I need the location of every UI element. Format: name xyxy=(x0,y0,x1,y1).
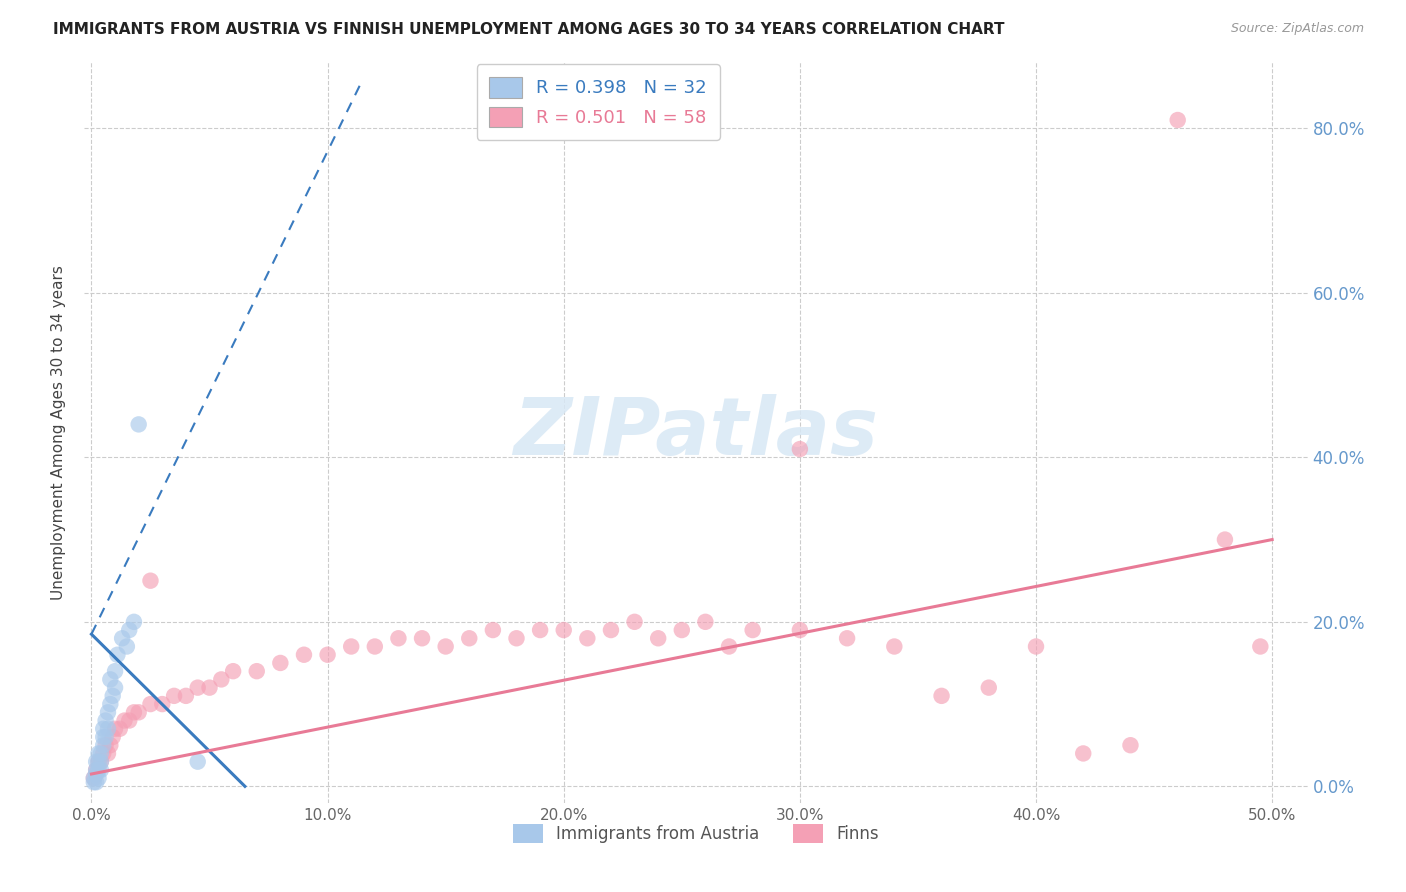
Point xyxy=(90,763,112,777)
Point xyxy=(458,632,481,646)
Point xyxy=(87,755,110,769)
Point xyxy=(174,689,197,703)
Point xyxy=(789,442,811,456)
Point xyxy=(84,763,107,777)
Point xyxy=(83,775,105,789)
Y-axis label: Unemployment Among Ages 30 to 34 years: Unemployment Among Ages 30 to 34 years xyxy=(51,265,66,600)
Point xyxy=(718,640,741,654)
Point xyxy=(97,706,120,720)
Point xyxy=(94,714,117,728)
Point xyxy=(83,771,105,785)
Point xyxy=(209,673,232,687)
Point xyxy=(118,714,141,728)
Point xyxy=(505,632,527,646)
Point xyxy=(87,763,110,777)
Point xyxy=(269,656,291,670)
Point xyxy=(98,697,121,711)
Point xyxy=(87,747,110,761)
Text: Source: ZipAtlas.com: Source: ZipAtlas.com xyxy=(1230,22,1364,36)
Point xyxy=(1167,113,1189,128)
Point xyxy=(107,648,129,662)
Legend: Immigrants from Austria, Finns: Immigrants from Austria, Finns xyxy=(506,817,886,850)
Point xyxy=(741,623,763,637)
Point xyxy=(931,689,953,703)
Point xyxy=(434,640,457,654)
Point xyxy=(411,632,433,646)
Text: IMMIGRANTS FROM AUSTRIA VS FINNISH UNEMPLOYMENT AMONG AGES 30 TO 34 YEARS CORREL: IMMIGRANTS FROM AUSTRIA VS FINNISH UNEMP… xyxy=(53,22,1005,37)
Point xyxy=(87,771,110,785)
Point xyxy=(187,755,209,769)
Point xyxy=(246,664,269,678)
Point xyxy=(128,706,150,720)
Point xyxy=(94,730,117,744)
Point xyxy=(108,722,131,736)
Point xyxy=(122,706,145,720)
Point xyxy=(150,697,173,711)
Point xyxy=(84,767,107,781)
Point xyxy=(91,722,114,736)
Point xyxy=(340,640,363,654)
Point xyxy=(91,730,114,744)
Point xyxy=(222,664,245,678)
Point xyxy=(1071,747,1094,761)
Point xyxy=(553,623,575,637)
Point xyxy=(101,689,124,703)
Point xyxy=(84,763,107,777)
Point xyxy=(139,574,162,588)
Point xyxy=(1025,640,1047,654)
Point xyxy=(1213,533,1236,547)
Point xyxy=(482,623,505,637)
Point xyxy=(118,623,141,637)
Point xyxy=(90,755,112,769)
Point xyxy=(835,632,858,646)
Point xyxy=(600,623,623,637)
Point xyxy=(90,755,112,769)
Point xyxy=(87,755,110,769)
Point xyxy=(122,615,145,629)
Point xyxy=(977,681,1000,695)
Point xyxy=(647,632,669,646)
Point xyxy=(90,747,112,761)
Point xyxy=(671,623,693,637)
Point xyxy=(104,681,127,695)
Point xyxy=(104,664,127,678)
Point xyxy=(98,673,121,687)
Point xyxy=(98,738,121,752)
Point xyxy=(97,722,120,736)
Point xyxy=(115,640,138,654)
Point xyxy=(695,615,717,629)
Point xyxy=(1249,640,1271,654)
Point xyxy=(163,689,186,703)
Point xyxy=(91,738,114,752)
Point xyxy=(576,632,599,646)
Point xyxy=(292,648,315,662)
Text: ZIPatlas: ZIPatlas xyxy=(513,393,879,472)
Point xyxy=(187,681,209,695)
Point xyxy=(1119,738,1142,752)
Point xyxy=(91,747,114,761)
Point xyxy=(94,738,117,752)
Point xyxy=(104,722,127,736)
Point xyxy=(198,681,221,695)
Point xyxy=(789,623,811,637)
Point xyxy=(111,632,134,646)
Point xyxy=(84,755,107,769)
Point xyxy=(128,417,150,432)
Point xyxy=(97,747,120,761)
Point xyxy=(84,775,107,789)
Point xyxy=(316,648,339,662)
Point xyxy=(114,714,136,728)
Point xyxy=(139,697,162,711)
Point xyxy=(883,640,905,654)
Point xyxy=(529,623,551,637)
Point xyxy=(364,640,387,654)
Point xyxy=(83,771,105,785)
Point xyxy=(623,615,645,629)
Point xyxy=(101,730,124,744)
Point xyxy=(387,632,409,646)
